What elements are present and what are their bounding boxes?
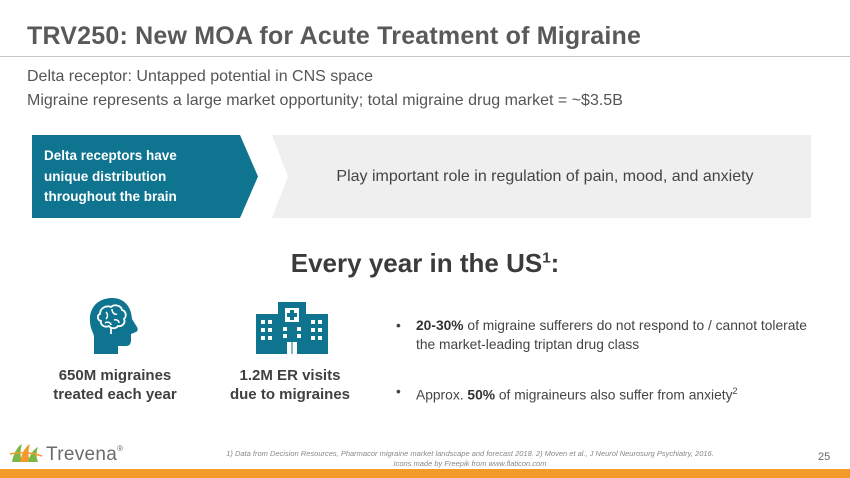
box-line-3: throughout the brain bbox=[44, 189, 177, 204]
hospital-icon bbox=[256, 302, 328, 354]
title-divider bbox=[0, 56, 850, 57]
box-line-2: unique distribution bbox=[44, 168, 167, 184]
heading-suffix: : bbox=[550, 248, 560, 278]
bullet-dot: • bbox=[396, 318, 401, 333]
banner-background bbox=[258, 135, 811, 218]
banner-chevron-gap bbox=[258, 135, 288, 218]
footnote-references: 1) Data from Decision Resources, Pharmac… bbox=[226, 449, 714, 458]
subtitle-delta-receptor: Delta receptor: Untapped potential in CN… bbox=[27, 68, 373, 85]
page-number: 25 bbox=[818, 451, 831, 463]
stat-er-line-1: 1.2M ER visits bbox=[239, 367, 341, 384]
trevena-logo-text: Trevena® bbox=[46, 444, 123, 466]
bullet-anxiety-bold: 50% bbox=[467, 387, 496, 403]
bullet-anxiety-sup: 2 bbox=[732, 386, 738, 396]
delta-receptor-box bbox=[32, 135, 258, 218]
heading-sup: 1 bbox=[542, 249, 551, 267]
subtitle-market: Migraine represents a large market oppor… bbox=[27, 92, 623, 109]
footnote-icons-credit: Icons made by Freepik from www.flaticon.… bbox=[393, 459, 547, 468]
bullet-anxiety-prefix: Approx. bbox=[416, 387, 468, 403]
heading-text: Every year in the US bbox=[290, 248, 543, 278]
stat-migraines-line-1: 650M migraines bbox=[58, 367, 172, 384]
stat-migraines-line-2: treated each year bbox=[53, 386, 177, 403]
bullet-dot: • bbox=[396, 384, 401, 399]
stat-migraines: 650M migraines treated each year bbox=[30, 366, 200, 404]
bullet-triptan-text: 20-30% of migraine sufferers do not resp… bbox=[416, 316, 816, 354]
bullet-anxiety-rest: of migraineurs also suffer from anxiety bbox=[495, 387, 733, 403]
stat-er-line-2: due to migraines bbox=[229, 386, 351, 403]
footer-orange-bar bbox=[0, 469, 850, 478]
slide-title: TRV250: New MOA for Acute Treatment of M… bbox=[27, 22, 642, 50]
bullet-triptan-bold: 20-30% bbox=[416, 318, 464, 333]
banner-text: Play important role in regulation of pai… bbox=[336, 167, 754, 185]
bullet-anxiety-text: Approx. 50% of migraineurs also suffer f… bbox=[416, 382, 816, 405]
brain-head-icon bbox=[89, 298, 138, 354]
delta-receptor-box-text: Delta receptors have unique distribution… bbox=[44, 146, 234, 208]
bullet-triptan-rest: of migraine sufferers do not respond to … bbox=[416, 318, 807, 352]
trevena-logo-mark-icon bbox=[9, 444, 43, 462]
stat-er-visits: 1.2M ER visits due to migraines bbox=[210, 366, 370, 404]
box-line-1: Delta receptors have bbox=[44, 148, 177, 163]
section-heading: Every year in the US1: bbox=[0, 248, 850, 279]
logo-name: Trevena bbox=[46, 444, 118, 465]
logo-registered: ® bbox=[117, 444, 124, 453]
